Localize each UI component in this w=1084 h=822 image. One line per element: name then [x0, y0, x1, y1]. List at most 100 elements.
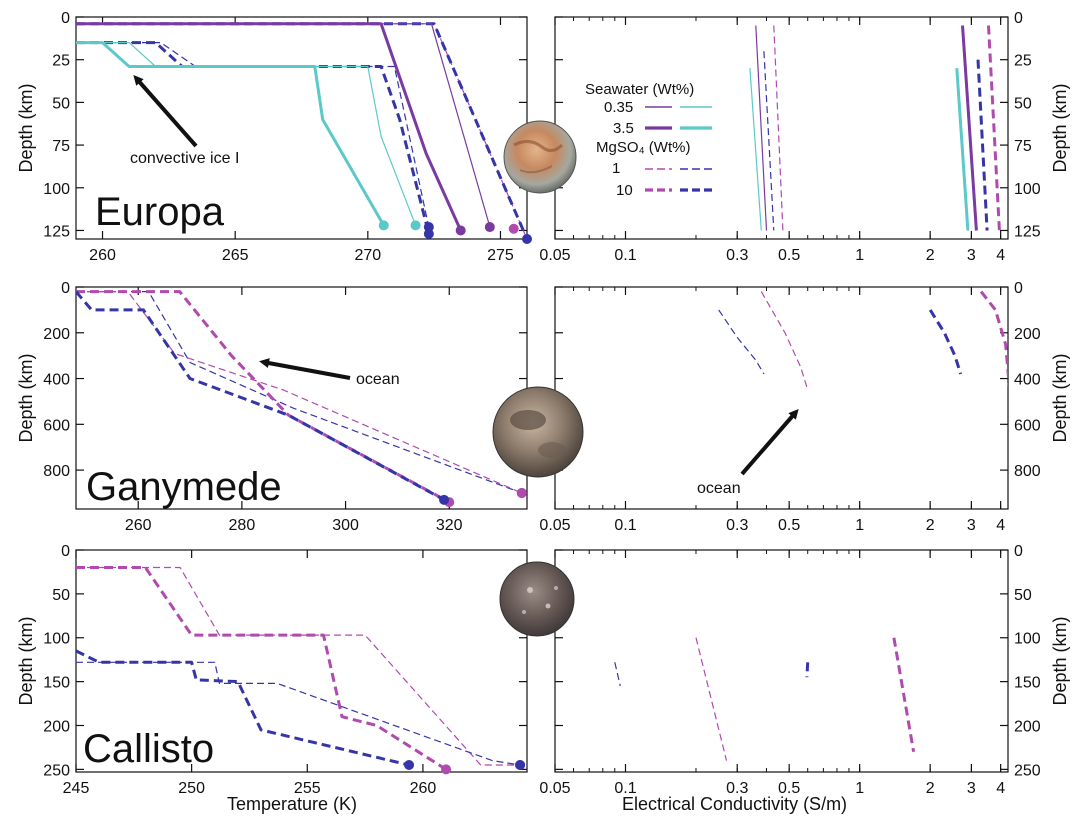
legend-mgso4-10: 10: [616, 182, 633, 199]
y-axis-label: Depth (km): [1050, 353, 1070, 442]
x-tick-label: 1: [855, 517, 864, 534]
series-line-mgso4_1: [892, 637, 916, 753]
series-group: [749, 25, 1001, 231]
series-line-mgso4_1: [76, 291, 523, 494]
x-tick-label: 0.3: [726, 780, 748, 797]
x-tick-label: 2: [926, 780, 935, 797]
legend-mgso4-1: 1: [612, 160, 620, 177]
series-endpoint: [378, 220, 389, 231]
x-axis-label-temperature: Temperature (K): [227, 794, 357, 814]
ganymede-label: Ganymede: [86, 465, 282, 509]
x-tick-label: 0.3: [726, 517, 748, 534]
x-tick-label: 275: [487, 247, 514, 264]
series-endpoint: [410, 220, 421, 231]
series-line-mgso4_1: [76, 566, 447, 771]
y-tick-label: 0: [61, 10, 70, 27]
europa-label: Europa: [95, 190, 225, 234]
series-endpoint: [455, 225, 466, 236]
plot-frame: [75, 549, 528, 773]
series-line-mgso4_1: [760, 291, 809, 391]
callisto-label: Callisto: [83, 727, 214, 771]
y-axis-label: Depth (km): [16, 83, 36, 172]
x-tick-label: 270: [354, 247, 381, 264]
x-tick-label: 0.1: [614, 780, 636, 797]
x-tick-label: 255: [294, 780, 321, 797]
y-tick-label: 0: [61, 543, 70, 560]
x-tick-label: 1: [855, 780, 864, 797]
series-line-mgso4_1: [987, 25, 1001, 231]
x-tick-label: 4: [996, 247, 1005, 264]
y-tick-label: 400: [43, 372, 70, 389]
x-tick-label: 2: [926, 517, 935, 534]
y-tick-label: 150: [1014, 675, 1041, 692]
y-tick-label: 75: [1014, 138, 1032, 155]
y-tick-label: 800: [43, 463, 70, 480]
y-tick-label: 125: [43, 223, 70, 240]
series-line-seawater_0.35: [76, 22, 463, 232]
legend-seawater-3.5: 3.5: [613, 120, 634, 137]
legend-mgso4-title: MgSO₄ (Wt%): [596, 139, 690, 156]
x-tick-label: 260: [89, 247, 116, 264]
series-line-mgso4_10: [718, 309, 765, 375]
x-tick-label: 245: [63, 780, 90, 797]
x-tick-label: 0.5: [778, 780, 800, 797]
series-line-seawater_3.5: [955, 68, 970, 231]
series-endpoint: [484, 222, 495, 233]
x-tick-label: 0.1: [614, 247, 636, 264]
series-group: [76, 290, 523, 504]
europa-conductivity-panel: 0.05 0.1 0.3 0.5 1 2 3 4 0 25 50 75 100 125 Depth (km): [539, 10, 1070, 264]
convective-ice-text: convective ice I: [130, 150, 239, 167]
x-tick-label: 0.5: [778, 517, 800, 534]
y-tick-label: 800: [1014, 463, 1041, 480]
y-tick-label: 600: [43, 417, 70, 434]
series-group: [718, 290, 1008, 391]
x-axis-label-conductivity: Electrical Conductivity (S/m): [622, 794, 847, 814]
x-tick-label: 4: [996, 780, 1005, 797]
ocean-right-text: ocean: [697, 480, 741, 497]
series-endpoint: [404, 759, 415, 770]
series-line-seawater_3.5: [76, 41, 385, 227]
plot-frame: [554, 286, 1009, 510]
callisto-globe-icon: [499, 561, 575, 637]
series-line-mgso4_10: [76, 290, 445, 502]
y-tick-label: 50: [1014, 95, 1032, 112]
y-tick-label: 100: [43, 181, 70, 198]
y-tick-label: 0: [1014, 280, 1023, 297]
legend-seawater-0.35: 0.35: [604, 99, 633, 116]
x-tick-label: 4: [996, 517, 1005, 534]
series-line-mgso4_10: [76, 649, 410, 767]
y-tick-label: 50: [52, 587, 70, 604]
y-tick-label: 0: [61, 280, 70, 297]
series-group: [76, 566, 521, 771]
legend-seawater-title: Seawater (Wt%): [585, 81, 694, 98]
series-endpoint: [516, 487, 527, 498]
series-line-mgso4_1: [695, 637, 728, 761]
europa-globe-icon: [503, 120, 577, 194]
series-line-mgso4_10: [805, 662, 810, 678]
series-group: [76, 22, 527, 239]
y-tick-label: 400: [1014, 372, 1041, 389]
series-line-mgso4_10: [76, 291, 523, 494]
y-tick-label: 25: [1014, 53, 1032, 70]
series-endpoint: [423, 228, 434, 239]
series-line-mgso4_10: [976, 59, 989, 231]
series-line-seawater_3.5: [749, 68, 762, 231]
europa-temperature-panel: 260 265 270 275 0 25 50 75 100 125 Depth (km): [16, 10, 532, 264]
series-endpoint: [439, 494, 450, 505]
y-tick-label: 50: [52, 95, 70, 112]
x-tick-label: 300: [332, 517, 359, 534]
y-tick-label: 100: [43, 631, 70, 648]
callisto-conductivity-panel: 0.05 0.1 0.3 0.5 1 2 3 4 0 50 100 150 200 250 Depth (k…: [539, 543, 1070, 797]
x-tick-label: 250: [178, 780, 205, 797]
x-tick-label: 1: [855, 247, 864, 264]
x-tick-label: 280: [229, 517, 256, 534]
ocean-left-text: ocean: [356, 371, 400, 388]
series-line-mgso4_1: [773, 25, 784, 231]
ganymede-temperature-panel: 260 280 300 320 0 200 400 600 800 Depth (km): [16, 280, 528, 534]
x-tick-label: 0.5: [778, 247, 800, 264]
x-tick-label: 3: [967, 247, 976, 264]
y-tick-label: 50: [1014, 587, 1032, 604]
series-line-seawater_0.35: [961, 25, 978, 231]
